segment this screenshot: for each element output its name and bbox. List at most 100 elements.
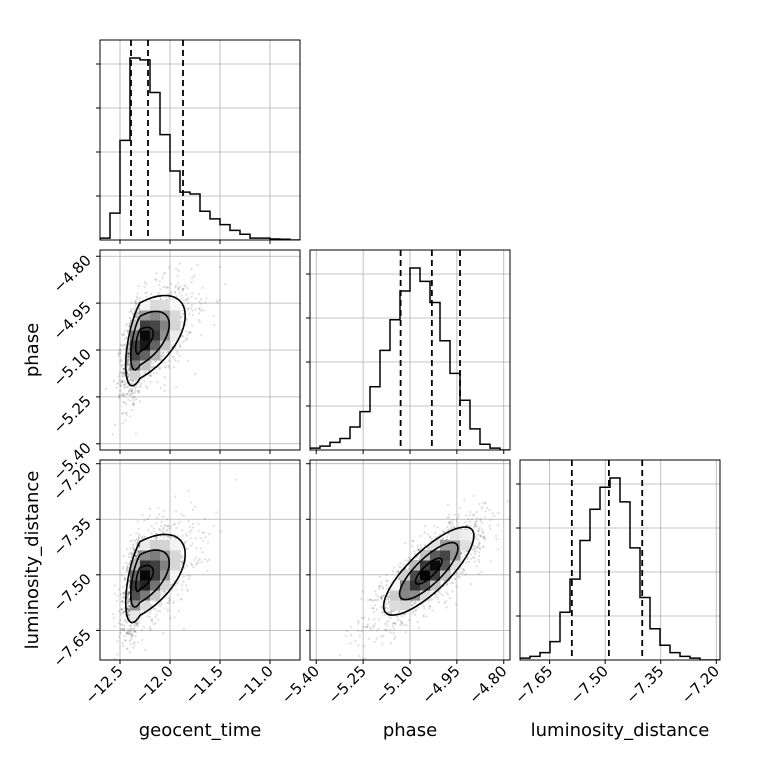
scatter-point (358, 654, 361, 658)
scatter-point (461, 567, 465, 570)
density-cell (140, 570, 151, 581)
scatter-point (497, 511, 500, 515)
scatter-point (385, 602, 388, 606)
scatter-point (126, 570, 129, 573)
histogram-step-phase (310, 267, 510, 450)
scatter-point (489, 518, 492, 522)
scatter-point (375, 598, 378, 602)
scatter-point (140, 382, 143, 385)
scatter-point (163, 271, 166, 274)
scatter-point (132, 397, 135, 400)
scatter-point (123, 610, 126, 613)
scatter-point (121, 333, 124, 336)
y-tick-label: −4.80 (50, 251, 95, 296)
scatter-point (132, 380, 135, 383)
density-cell (410, 570, 421, 581)
scatter-point (362, 616, 366, 620)
scatter-point (187, 520, 190, 523)
scatter-point (126, 363, 129, 366)
scatter-point (141, 372, 144, 375)
scatter-point (423, 525, 427, 528)
scatter-point (463, 569, 466, 572)
scatter-point (453, 525, 456, 529)
scatter-point (121, 380, 124, 383)
scatter-point (356, 629, 360, 632)
scatter-point (444, 600, 447, 603)
scatter-point (473, 560, 476, 563)
scatter-point (375, 608, 378, 611)
scatter-point (122, 610, 125, 613)
scatter-point (186, 308, 190, 311)
y-tick-label: −7.65 (50, 625, 95, 670)
scatter-point (122, 591, 125, 594)
scatter-point (473, 513, 476, 516)
scatter-point (129, 625, 132, 628)
scatter-point (482, 545, 485, 549)
scatter-point (410, 604, 414, 607)
scatter-point (190, 307, 193, 310)
scatter-point (134, 629, 137, 633)
density-cell (390, 580, 401, 591)
scatter-point (165, 298, 168, 301)
scatter-point (477, 538, 480, 541)
scatter-point (488, 509, 491, 512)
scatter-point (475, 564, 478, 568)
scatter-point (131, 551, 134, 554)
scatter-point (132, 547, 135, 550)
scatter-point (126, 594, 130, 598)
scatter-point (349, 625, 353, 628)
scatter-point (389, 617, 392, 620)
scatter-point (483, 501, 487, 504)
y-tick-label: −5.25 (50, 392, 95, 437)
scatter-point (140, 537, 143, 540)
scatter-point (129, 547, 132, 550)
contour-line (124, 294, 187, 387)
scatter-point (123, 384, 126, 387)
scatter-point (204, 301, 207, 304)
scatter-point (417, 548, 420, 551)
scatter-point (138, 307, 141, 310)
scatter-point (163, 524, 166, 527)
scatter-point (188, 330, 192, 334)
scatter-point (450, 582, 453, 585)
scatter-point (179, 520, 182, 523)
scatter-point (442, 530, 445, 533)
scatter-point (120, 344, 123, 348)
scatter-point (174, 290, 177, 293)
scatter-point (191, 309, 194, 312)
scatter-point (122, 592, 125, 595)
scatter-point (212, 315, 215, 318)
scatter-point (463, 520, 467, 524)
scatter-point (121, 372, 125, 375)
scatter-point (127, 632, 130, 635)
scatter-point (129, 534, 132, 537)
scatter-point (380, 584, 383, 587)
scatter-point (187, 547, 190, 550)
scatter-point (129, 627, 132, 631)
scatter-point (169, 282, 173, 286)
scatter-point (345, 629, 349, 633)
scatter-point (466, 518, 470, 521)
scatter-point (125, 621, 129, 624)
scatter-point (475, 510, 478, 514)
scatter-point (127, 355, 130, 358)
scatter-point (173, 291, 177, 295)
scatter-point (119, 628, 122, 631)
scatter-point (395, 615, 399, 618)
scatter-point (134, 316, 137, 319)
scatter-point (373, 618, 376, 621)
scatter-point (407, 559, 410, 562)
scatter-point (411, 603, 414, 607)
scatter-point (120, 627, 123, 631)
scatter-point (400, 622, 403, 626)
scatter-point (122, 555, 125, 558)
scatter-point (447, 528, 451, 531)
scatter-point (219, 530, 222, 533)
scatter-point (126, 363, 129, 367)
scatter-point (171, 355, 174, 358)
scatter-point (164, 591, 167, 594)
scatter-point (115, 599, 118, 602)
scatter-point (467, 560, 470, 563)
scatter-point (390, 612, 393, 615)
scatter-point (126, 566, 129, 569)
